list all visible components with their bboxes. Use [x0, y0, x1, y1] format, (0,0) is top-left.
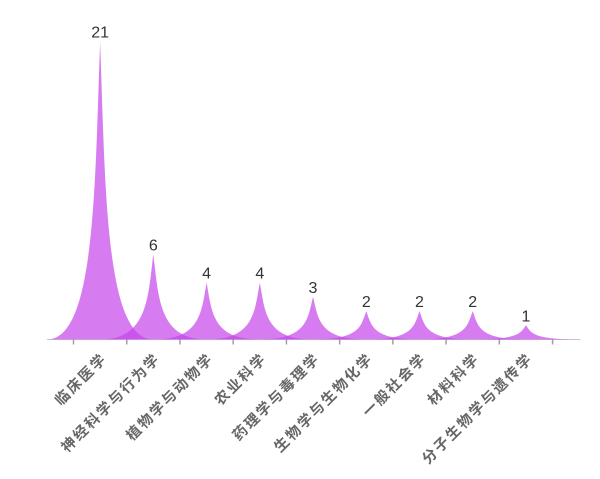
- svg-text:4: 4: [202, 266, 211, 283]
- svg-text:6: 6: [149, 237, 158, 254]
- svg-text:2: 2: [362, 294, 371, 311]
- svg-text:2: 2: [468, 294, 477, 311]
- svg-text:4: 4: [255, 266, 264, 283]
- svg-text:2: 2: [415, 294, 424, 311]
- svg-text:3: 3: [309, 280, 318, 297]
- svg-text:21: 21: [91, 25, 109, 42]
- svg-text:1: 1: [522, 308, 531, 325]
